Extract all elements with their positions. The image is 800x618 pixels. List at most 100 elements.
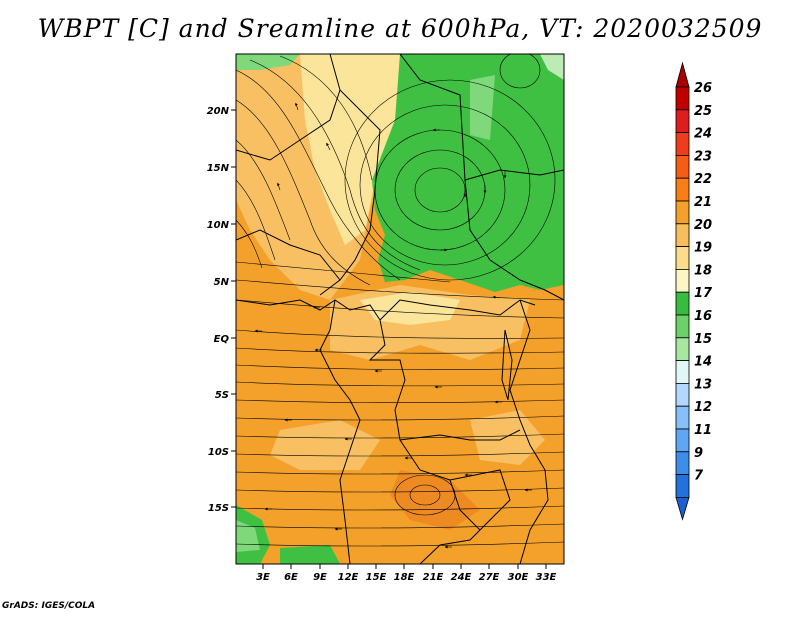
arrow-mark <box>326 142 331 151</box>
border-line-10 <box>449 479 481 531</box>
lon-label-33e: 33E <box>536 572 557 583</box>
colorbar-swatch <box>675 109 690 134</box>
arrow-mark <box>277 182 281 191</box>
lon-label-6e: 6E <box>284 572 298 583</box>
colorbar-top-arrow <box>675 61 690 88</box>
lat-label-5s: 5S <box>215 390 229 401</box>
colorbar-label: 24 <box>694 127 712 142</box>
colorbar-swatch <box>675 337 690 361</box>
colorbar-swatch <box>675 474 690 498</box>
wbpt-green-northeast <box>372 54 564 292</box>
colorbar-label: 16 <box>694 309 712 324</box>
eddy-ring <box>394 474 456 516</box>
latitude-labels: 20N 15N 10N 5N EQ 5S 10S 15S <box>207 106 230 514</box>
colorbar-label: 13 <box>694 377 712 392</box>
streamline <box>236 329 564 339</box>
cyclone-ring <box>344 79 556 281</box>
lat-label-15n: 15N <box>207 163 230 174</box>
lat-label-20n: 20N <box>207 106 230 117</box>
arrow-mark <box>492 295 501 299</box>
eddy-ring <box>499 54 541 89</box>
colorbar-swatch <box>675 223 690 248</box>
streamline <box>236 505 564 511</box>
lon-label-24e: 24E <box>451 572 472 583</box>
colorbar-label: 17 <box>694 286 713 301</box>
colorbar-label: 20 <box>694 218 712 233</box>
colorbar-label: 22 <box>694 172 712 187</box>
colorbar-swatch <box>675 200 690 225</box>
streamline <box>236 415 564 421</box>
colorbar-swatch <box>675 246 690 270</box>
colorbar-swatch <box>675 314 690 339</box>
streamline <box>236 139 291 241</box>
streamline <box>236 451 564 457</box>
colorbar-label: 21 <box>694 195 712 210</box>
lon-label-30e: 30E <box>508 572 529 583</box>
colorbar-swatch <box>675 405 690 430</box>
streamline <box>236 219 263 269</box>
lon-label-3e: 3E <box>256 572 270 583</box>
colorbar-swatch <box>675 132 690 156</box>
coastline-east-africa <box>509 299 549 564</box>
wbpt-light-green-corner <box>236 54 300 70</box>
colorbar-label: 26 <box>694 81 712 96</box>
cyclone-ring <box>359 104 531 266</box>
colorbar-swatch <box>675 360 690 384</box>
border-line-2 <box>319 299 361 564</box>
colorbar-label: 25 <box>694 104 712 119</box>
border-line-1 <box>236 299 536 321</box>
grads-credit: GrADS: IGES/COLA <box>2 601 96 611</box>
border-line-9 <box>464 169 564 181</box>
colorbar-label: 15 <box>694 332 712 347</box>
streamline <box>279 55 373 181</box>
map-frame <box>235 53 565 565</box>
chart-title: WBPT [C] and Sreamline at 600hPa, VT: 20… <box>37 14 763 43</box>
colorbar-label: 19 <box>694 241 712 256</box>
streamline <box>236 541 564 547</box>
lon-label-21e: 21E <box>423 572 444 583</box>
lat-label-15s: 15S <box>208 503 229 514</box>
cyclone-ring <box>374 129 506 251</box>
colorbar-swatch <box>675 177 690 202</box>
colorbar-swatch <box>675 428 690 453</box>
wbpt-pale-yellow-central <box>360 292 460 325</box>
streamline <box>236 399 564 404</box>
streamline <box>236 261 451 283</box>
streamline <box>236 69 401 281</box>
streamline-arrows <box>254 102 532 549</box>
latitude-axis <box>231 109 236 508</box>
streamline <box>236 433 564 439</box>
wbpt-light-orange-south-west <box>270 420 380 470</box>
colorbar-swatch <box>675 268 690 293</box>
lat-label-5n: 5N <box>214 277 230 288</box>
lat-label-eq: EQ <box>214 334 230 345</box>
colorbar-label: 18 <box>694 263 712 278</box>
streamline <box>236 299 564 319</box>
streamline <box>249 59 421 271</box>
wbpt-pale-yellow-north <box>300 54 410 245</box>
lon-label-15e: 15E <box>366 572 387 583</box>
longitude-labels: 3E 6E 9E 12E 15E 18E 21E 24E 27E 30E 33E <box>256 572 556 583</box>
colorbar-label: 12 <box>694 400 712 415</box>
border-line-3 <box>368 319 521 441</box>
border-line-5 <box>399 54 564 301</box>
wbpt-light-orange-south-east <box>470 410 545 465</box>
streamline <box>236 469 564 475</box>
longitude-axis <box>262 564 547 569</box>
streamline <box>236 279 564 301</box>
lat-label-10s: 10S <box>208 447 229 458</box>
streamline <box>236 364 564 370</box>
arrow-mark <box>312 305 321 309</box>
wbpt-green-south-mid <box>280 545 340 564</box>
streamline <box>236 381 564 387</box>
wbpt-light-green-edge <box>470 75 495 140</box>
colorbar-label: 7 <box>694 469 704 484</box>
eddy-ring <box>409 484 441 506</box>
wbpt-pale-green-corner <box>540 54 564 80</box>
lat-label-10n: 10N <box>207 220 230 231</box>
streamline <box>236 523 564 529</box>
arrow-mark <box>295 102 299 111</box>
colorbar-swatch <box>675 154 690 179</box>
lake-outline <box>501 329 513 401</box>
